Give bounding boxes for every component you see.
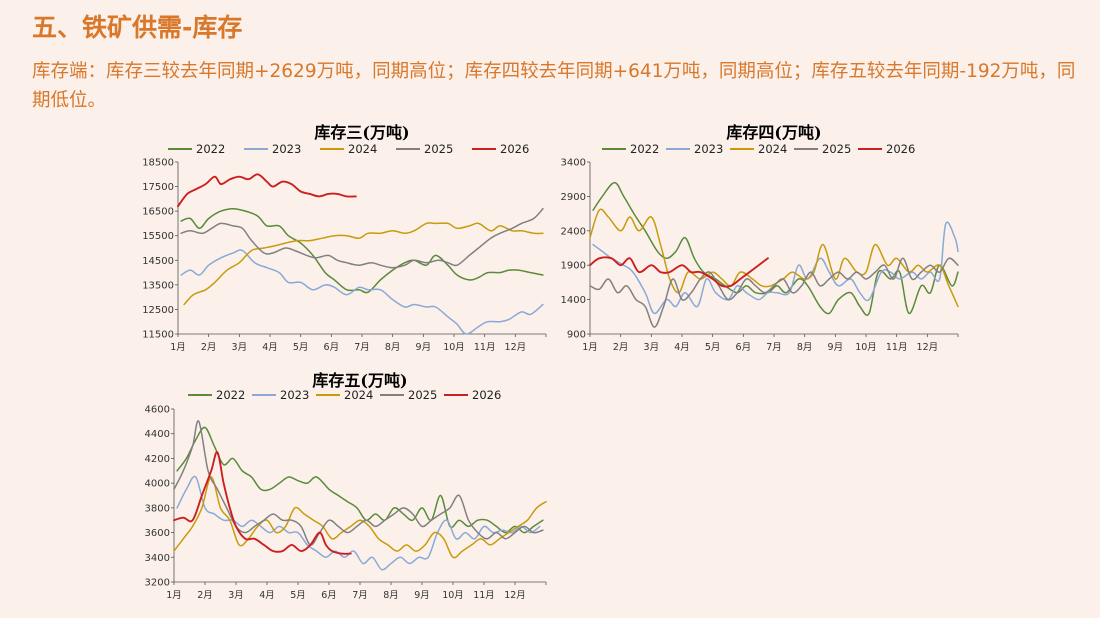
chart-inventory-4: 库存四(万吨) 2022 2023 2024 2025 2026 900 1400 1900 24… bbox=[561, 123, 959, 353]
legend-label-2026: 2026 bbox=[500, 142, 529, 156]
y-tick-label: 18500 bbox=[142, 158, 174, 169]
x-tick-label: 5月 bbox=[293, 342, 309, 353]
y-tick-label: 4600 bbox=[145, 405, 170, 416]
x-tick-label: 1月 bbox=[166, 590, 182, 601]
y-tick-label: 900 bbox=[567, 330, 586, 341]
x-tick-label: 4月 bbox=[259, 590, 275, 601]
y-tick-label: 2900 bbox=[561, 192, 586, 203]
y-tick-label: 1400 bbox=[561, 295, 586, 306]
page-title: 五、铁矿供需-库存 bbox=[32, 13, 243, 42]
page-description: 库存端：库存三较去年同期+2629万吨，同期高位；库存四较去年同期+641万吨，… bbox=[32, 61, 1076, 111]
x-tick-label: 3月 bbox=[232, 342, 248, 353]
y-tick-label: 14500 bbox=[142, 256, 174, 267]
y-tick-label: 3600 bbox=[145, 528, 170, 539]
series-line-2023 bbox=[176, 475, 541, 571]
x-tick-label: 8月 bbox=[383, 590, 399, 601]
x-tick-label: 8月 bbox=[385, 342, 401, 353]
legend-label-2023: 2023 bbox=[272, 142, 301, 156]
series-line-2022 bbox=[176, 426, 544, 534]
x-tick-label: 9月 bbox=[416, 342, 432, 353]
x-tick-label: 11月 bbox=[886, 342, 908, 353]
x-tick-label: 1月 bbox=[582, 342, 598, 353]
x-tick-label: 7月 bbox=[352, 590, 368, 601]
legend-label-2025: 2025 bbox=[822, 142, 851, 156]
legend-label-2026: 2026 bbox=[472, 388, 501, 402]
x-tick-label: 11月 bbox=[474, 342, 496, 353]
y-tick-label: 3400 bbox=[145, 553, 170, 564]
x-tick-label: 12月 bbox=[505, 342, 527, 353]
x-tick-label: 3月 bbox=[644, 342, 660, 353]
x-tick-label: 11月 bbox=[473, 590, 495, 601]
chart-inventory-3: 库存三(万吨) 2022 2023 2024 2025 2026 11500 12500 135… bbox=[142, 123, 547, 353]
series-line-2026 bbox=[177, 173, 357, 208]
series-line-2024 bbox=[173, 476, 547, 559]
legend-label-2025: 2025 bbox=[424, 142, 453, 156]
series-line-2025 bbox=[589, 257, 959, 328]
y-tick-label: 3400 bbox=[561, 158, 586, 169]
series-line-2025 bbox=[180, 207, 544, 269]
x-tick-label: 10月 bbox=[855, 342, 877, 353]
y-tick-label: 11500 bbox=[142, 330, 174, 341]
y-tick-label: 4400 bbox=[145, 429, 170, 440]
y-tick-label: 2400 bbox=[561, 226, 586, 237]
y-tick-label: 15500 bbox=[142, 231, 174, 242]
legend-label-2022: 2022 bbox=[196, 142, 225, 156]
chart-title: 库存四(万吨) bbox=[726, 123, 821, 142]
legend-label-2022: 2022 bbox=[216, 388, 245, 402]
x-tick-label: 4月 bbox=[262, 342, 278, 353]
legend-label-2022: 2022 bbox=[630, 142, 659, 156]
y-tick-label: 4000 bbox=[145, 479, 170, 490]
chart-inventory-5: 库存五(万吨) 2022 2023 2024 2025 2026 3200 3400 3600 3… bbox=[145, 371, 547, 601]
y-tick-label: 17500 bbox=[142, 182, 174, 193]
x-tick-label: 7月 bbox=[766, 342, 782, 353]
x-tick-label: 6月 bbox=[321, 590, 337, 601]
y-tick-label: 1900 bbox=[561, 261, 586, 272]
series-line-2025 bbox=[173, 420, 544, 546]
y-tick-label: 16500 bbox=[142, 207, 174, 218]
y-tick-label: 4200 bbox=[145, 454, 170, 465]
legend-label-2023: 2023 bbox=[280, 388, 309, 402]
legend-label-2023: 2023 bbox=[694, 142, 723, 156]
series-line-2024 bbox=[183, 222, 544, 306]
x-tick-label: 6月 bbox=[736, 342, 752, 353]
x-tick-label: 10月 bbox=[442, 590, 464, 601]
series-line-2023 bbox=[180, 249, 544, 335]
x-tick-label: 7月 bbox=[354, 342, 370, 353]
x-tick-label: 12月 bbox=[917, 342, 939, 353]
x-tick-label: 12月 bbox=[504, 590, 526, 601]
x-tick-label: 9月 bbox=[414, 590, 430, 601]
series-line-2026 bbox=[173, 451, 352, 555]
x-tick-label: 8月 bbox=[797, 342, 813, 353]
legend-label-2025: 2025 bbox=[408, 388, 437, 402]
x-tick-label: 4月 bbox=[674, 342, 690, 353]
series-line-2024 bbox=[589, 208, 959, 308]
y-tick-label: 3800 bbox=[145, 503, 170, 514]
x-tick-label: 5月 bbox=[705, 342, 721, 353]
x-tick-label: 3月 bbox=[228, 590, 244, 601]
x-tick-label: 5月 bbox=[290, 590, 306, 601]
series-line-2022 bbox=[592, 181, 959, 316]
x-tick-label: 2月 bbox=[201, 342, 217, 353]
chart-title: 库存三(万吨) bbox=[314, 123, 409, 142]
series-line-2026 bbox=[589, 256, 769, 288]
x-tick-label: 2月 bbox=[197, 590, 213, 601]
legend-label-2024: 2024 bbox=[344, 388, 373, 402]
x-tick-label: 2月 bbox=[613, 342, 629, 353]
series-line-2022 bbox=[180, 207, 544, 294]
chart-title: 库存五(万吨) bbox=[312, 371, 407, 390]
legend-label-2026: 2026 bbox=[886, 142, 915, 156]
y-tick-label: 13500 bbox=[142, 280, 174, 291]
x-tick-label: 6月 bbox=[324, 342, 340, 353]
x-tick-label: 9月 bbox=[828, 342, 844, 353]
x-tick-label: 1月 bbox=[170, 342, 186, 353]
legend-label-2024: 2024 bbox=[348, 142, 377, 156]
y-tick-label: 12500 bbox=[142, 305, 174, 316]
x-tick-label: 10月 bbox=[443, 342, 465, 353]
y-tick-label: 3200 bbox=[145, 578, 170, 589]
legend-label-2024: 2024 bbox=[758, 142, 787, 156]
